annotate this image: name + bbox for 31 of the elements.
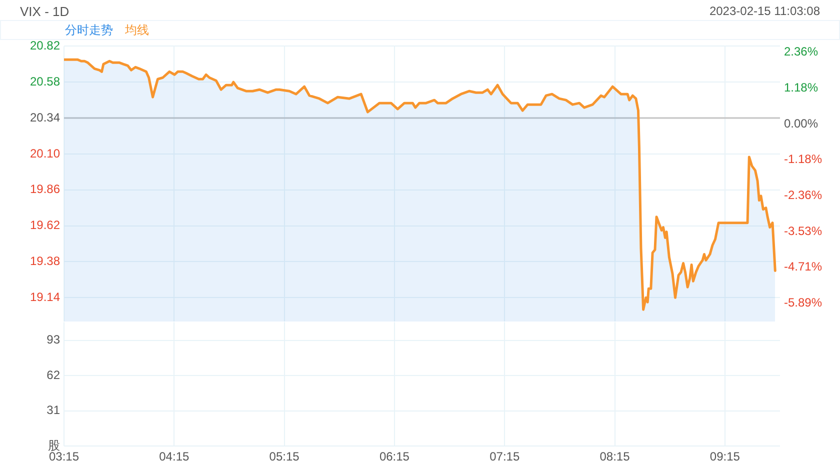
- y-tick-label: 19.14: [30, 290, 60, 304]
- text: 2023-02-15 11:03:08: [709, 4, 820, 18]
- y-tick-label: 19.86: [30, 182, 60, 196]
- text: 均线: [125, 22, 149, 38]
- y2-tick-label: -1.18%: [784, 152, 822, 166]
- y2-tick-label: 2.36%: [784, 44, 818, 59]
- y-tick-label: 20.34: [30, 110, 60, 124]
- y2-tick-label: -5.89%: [784, 296, 822, 310]
- x-tick-label: 06:15: [379, 450, 410, 464]
- y-tick-label: 20.58: [30, 74, 60, 88]
- y-tick-label: 19.38: [30, 254, 60, 268]
- series-label: 分时走势: [65, 22, 113, 38]
- y-tick-label: 20.82: [30, 38, 60, 53]
- y-tick-label: 股: [48, 438, 60, 452]
- y2-tick-label: 0.00%: [784, 116, 818, 130]
- y2-tick-label: 1.18%: [784, 80, 818, 94]
- y2-tick-label: -2.36%: [784, 188, 822, 202]
- chart-title: VIX - 1D: [20, 4, 70, 19]
- x-tick-label: 04:15: [159, 450, 190, 464]
- x-tick-label: 09:15: [710, 450, 740, 464]
- x-tick-label: 05:15: [269, 450, 300, 464]
- x-tick-label: 07:15: [490, 450, 520, 464]
- y2-tick-label: -4.71%: [784, 260, 822, 274]
- y-tick-label: 19.62: [30, 218, 60, 232]
- x-tick-label: 03:15: [48, 450, 80, 464]
- y-tick-label: 62: [46, 368, 60, 382]
- y-tick-label: 93: [46, 332, 60, 347]
- y-tick-label: 31: [46, 403, 60, 418]
- x-tick-label: 08:15: [600, 450, 630, 464]
- y-tick-label: 20.10: [30, 146, 60, 160]
- y2-tick-label: -3.53%: [784, 224, 822, 238]
